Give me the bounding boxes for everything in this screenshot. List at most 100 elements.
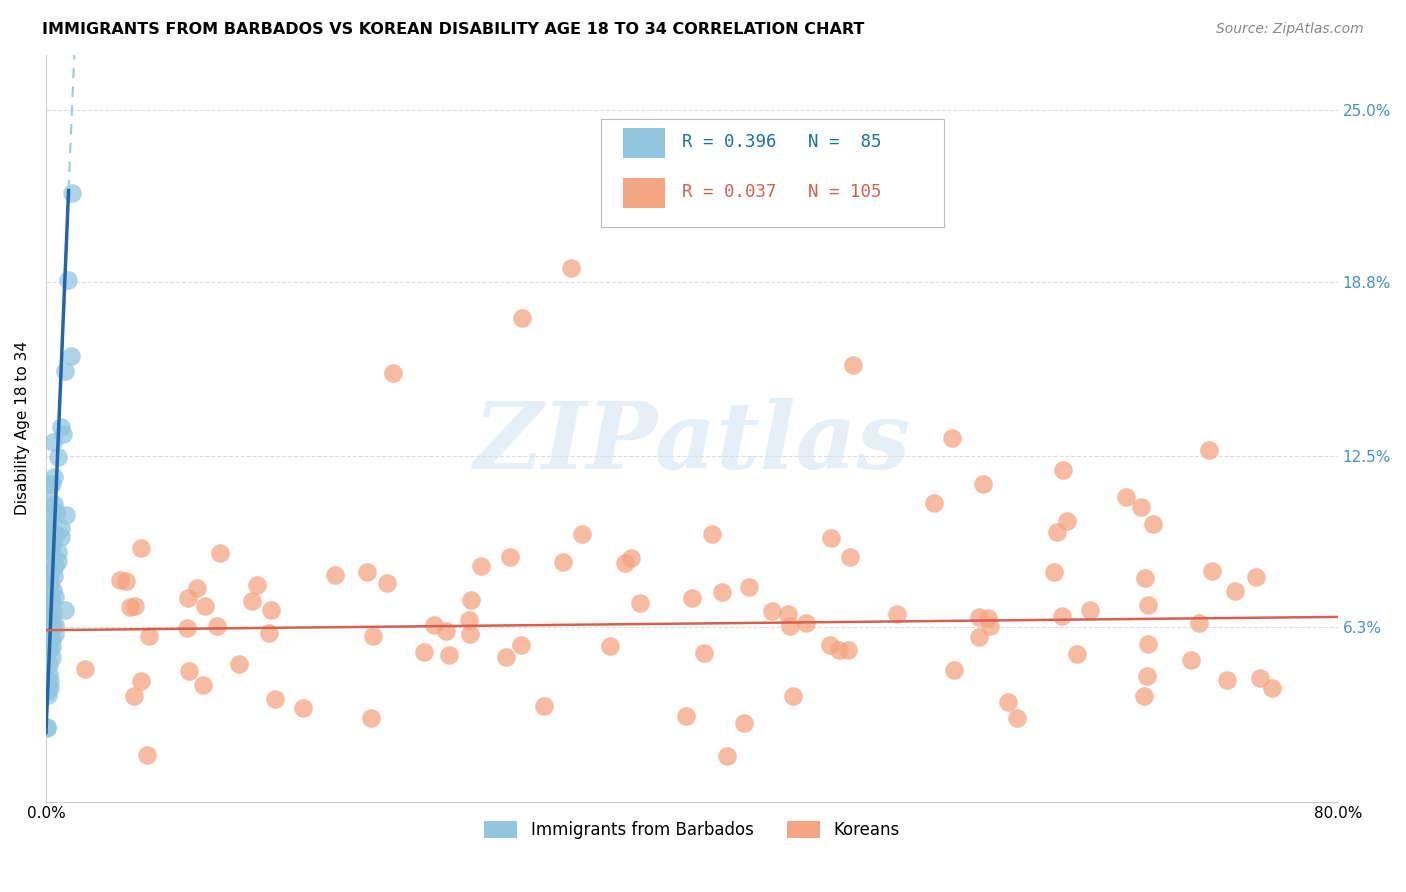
Point xyxy=(1045,524,1067,539)
Point xyxy=(55,508,77,522)
Point xyxy=(972,476,994,491)
Point xyxy=(51,529,73,543)
Text: R = 0.396   N =  85: R = 0.396 N = 85 xyxy=(682,133,882,151)
Point xyxy=(39,543,62,558)
Point xyxy=(1066,647,1088,661)
Point xyxy=(259,625,281,640)
Point xyxy=(35,592,58,607)
Point xyxy=(499,549,522,564)
Point xyxy=(38,578,60,592)
Point xyxy=(967,610,990,624)
Point xyxy=(38,544,60,558)
Point xyxy=(46,545,69,559)
Point xyxy=(979,619,1001,633)
Point xyxy=(1115,490,1137,504)
Point xyxy=(360,711,382,725)
Point xyxy=(37,634,59,648)
Point xyxy=(782,689,804,703)
Point xyxy=(1043,565,1066,579)
Point xyxy=(45,527,67,541)
Point xyxy=(228,657,250,671)
Point xyxy=(114,574,136,589)
Point xyxy=(53,363,76,377)
Point xyxy=(37,684,59,698)
Point xyxy=(264,692,287,706)
Text: Source: ZipAtlas.com: Source: ZipAtlas.com xyxy=(1216,22,1364,37)
Point xyxy=(240,594,263,608)
FancyBboxPatch shape xyxy=(623,178,665,208)
Point xyxy=(35,582,58,596)
Y-axis label: Disability Age 18 to 34: Disability Age 18 to 34 xyxy=(15,342,30,516)
Point xyxy=(510,638,533,652)
Point xyxy=(1142,516,1164,531)
Point xyxy=(1198,443,1220,458)
Point xyxy=(45,506,67,520)
Point xyxy=(176,621,198,635)
Point xyxy=(820,531,842,545)
Point xyxy=(693,646,716,660)
Point xyxy=(39,640,62,655)
Point xyxy=(533,699,555,714)
Point xyxy=(681,591,703,605)
Point xyxy=(37,647,59,661)
Point xyxy=(208,546,231,560)
Point xyxy=(571,526,593,541)
Point xyxy=(39,564,62,578)
Point xyxy=(35,628,58,642)
Point xyxy=(38,657,60,672)
Point xyxy=(356,566,378,580)
Point xyxy=(361,629,384,643)
Point xyxy=(37,603,59,617)
Point xyxy=(375,575,398,590)
Point xyxy=(38,476,60,491)
Point xyxy=(1050,609,1073,624)
Point xyxy=(35,722,58,736)
Point xyxy=(124,599,146,614)
Point xyxy=(1249,671,1271,685)
Point xyxy=(510,310,533,325)
Legend: Immigrants from Barbados, Koreans: Immigrants from Barbados, Koreans xyxy=(477,814,907,846)
Point xyxy=(37,680,59,694)
Point xyxy=(260,603,283,617)
Point xyxy=(1188,616,1211,631)
Point xyxy=(439,648,461,662)
Point xyxy=(56,273,79,287)
Point xyxy=(1216,673,1239,687)
Point xyxy=(413,645,436,659)
Point xyxy=(38,596,60,610)
Point xyxy=(39,607,62,622)
Text: ZIPatlas: ZIPatlas xyxy=(474,399,910,488)
Point xyxy=(39,624,62,639)
Point xyxy=(818,638,841,652)
Point xyxy=(38,570,60,584)
Point xyxy=(1078,603,1101,617)
Point xyxy=(37,551,59,566)
Point xyxy=(828,642,851,657)
Text: IMMIGRANTS FROM BARBADOS VS KOREAN DISABILITY AGE 18 TO 34 CORRELATION CHART: IMMIGRANTS FROM BARBADOS VS KOREAN DISAB… xyxy=(42,22,865,37)
Point xyxy=(39,569,62,583)
Point xyxy=(39,540,62,554)
Point xyxy=(458,613,481,627)
Point xyxy=(44,559,66,574)
Point xyxy=(39,681,62,695)
Point xyxy=(194,599,217,614)
Point xyxy=(131,673,153,688)
Point xyxy=(37,518,59,533)
Point xyxy=(941,431,963,445)
Point xyxy=(1137,637,1160,651)
Point xyxy=(38,568,60,582)
Point xyxy=(46,554,69,568)
Point xyxy=(35,578,58,592)
Point xyxy=(42,534,65,549)
Point xyxy=(886,607,908,621)
Point xyxy=(38,630,60,644)
Point xyxy=(37,689,59,703)
Point xyxy=(39,595,62,609)
Point xyxy=(193,678,215,692)
Point xyxy=(38,500,60,515)
Point xyxy=(1005,711,1028,725)
Point xyxy=(628,596,651,610)
Point xyxy=(922,496,945,510)
Point xyxy=(1129,500,1152,514)
Point xyxy=(42,569,65,583)
